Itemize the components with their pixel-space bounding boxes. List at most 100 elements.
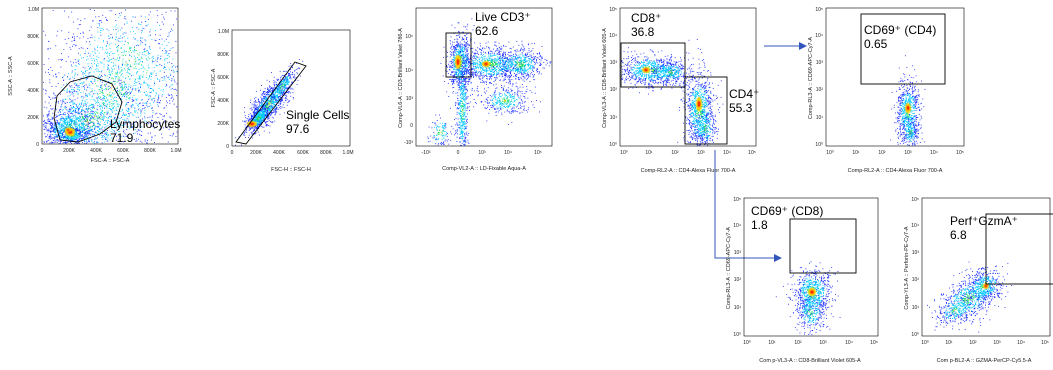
event-dot: [81, 132, 82, 133]
event-dot: [113, 89, 115, 90]
event-dot: [44, 128, 46, 130]
event-dot: [60, 66, 62, 68]
event-dot: [84, 117, 86, 119]
event-dot: [60, 136, 62, 138]
event-dot: [274, 98, 276, 100]
event-dot: [46, 107, 48, 109]
plot-frame-p1: [41, 7, 179, 145]
event-dot: [93, 118, 95, 120]
event-dot: [280, 100, 282, 102]
event-dot: [108, 72, 110, 74]
event-dot: [66, 139, 68, 141]
event-dot: [64, 98, 66, 100]
event-dot: [61, 129, 63, 131]
event-dot: [90, 80, 92, 82]
event-dot: [120, 74, 122, 75]
event-dot: [147, 51, 149, 53]
event-dot: [74, 73, 76, 75]
event-dot: [129, 65, 131, 67]
event-dot: [266, 114, 268, 116]
event-dot: [113, 65, 114, 67]
event-dot: [100, 128, 102, 130]
event-dot: [67, 126, 69, 128]
event-dot: [67, 137, 69, 138]
event-dot: [106, 113, 108, 115]
event-dot: [96, 65, 97, 67]
event-dot: [113, 98, 115, 100]
event-dot: [116, 101, 118, 103]
event-dot: [244, 107, 246, 109]
event-dot: [257, 131, 259, 133]
event-dot: [261, 104, 263, 106]
event-dot: [169, 100, 170, 102]
event-dot: [87, 133, 88, 135]
event-dot: [54, 126, 55, 128]
event-dot: [108, 60, 110, 62]
event-dot: [97, 116, 99, 118]
event-dot: [86, 111, 88, 113]
event-dot: [70, 61, 72, 63]
event-dot: [75, 44, 77, 46]
event-dot: [66, 121, 68, 123]
event-dot: [73, 110, 74, 112]
event-dot: [82, 91, 84, 93]
event-dot: [60, 124, 62, 126]
event-dot: [254, 117, 256, 118]
event-dot: [81, 139, 83, 141]
event-dot: [118, 67, 120, 68]
event-dot: [127, 107, 129, 109]
event-dot: [102, 98, 104, 100]
event-dot: [65, 114, 66, 116]
event-dot: [131, 89, 133, 91]
event-dot: [85, 78, 87, 80]
event-dot: [76, 122, 78, 124]
event-dot: [45, 89, 46, 91]
event-dot: [126, 62, 128, 64]
event-dot: [138, 91, 139, 93]
event-dot: [261, 116, 263, 118]
event-dot: [255, 106, 257, 108]
event-dot: [59, 134, 61, 136]
event-dot: [78, 142, 79, 144]
event-dot: [70, 108, 72, 110]
event-dot: [113, 102, 115, 104]
event-dot: [88, 73, 90, 75]
event-dot: [127, 64, 129, 66]
event-dot: [74, 120, 76, 122]
event-dot: [125, 120, 127, 121]
event-dot: [132, 50, 134, 52]
event-dot: [269, 109, 271, 111]
event-dot: [56, 115, 58, 117]
event-dot: [132, 126, 134, 128]
event-dot: [457, 46, 458, 48]
event-dot: [78, 120, 79, 122]
event-dot: [62, 134, 64, 136]
event-dot: [51, 127, 52, 129]
event-dot: [115, 36, 117, 38]
event-dot: [146, 84, 148, 86]
event-dot: [257, 122, 259, 124]
event-dot: [150, 48, 151, 50]
event-dot: [81, 137, 82, 139]
event-dot: [173, 120, 175, 122]
event-dot: [64, 106, 66, 107]
event-dot: [43, 115, 44, 117]
event-dot: [70, 106, 72, 108]
event-dot: [163, 18, 165, 20]
event-dot: [96, 59, 97, 61]
event-dot: [168, 42, 170, 43]
event-dot: [74, 130, 76, 132]
event-dot: [248, 121, 249, 122]
event-dot: [107, 81, 109, 82]
event-dot: [83, 133, 85, 135]
event-dot: [128, 97, 129, 99]
event-dot: [122, 62, 124, 64]
event-dot: [49, 124, 51, 125]
event-dot: [80, 128, 82, 129]
event-dot: [248, 126, 250, 128]
event-dot: [113, 121, 114, 123]
event-dot: [254, 113, 256, 115]
x-tick-label: 200K: [250, 150, 262, 156]
event-dot: [130, 85, 132, 87]
event-dot: [265, 98, 267, 100]
